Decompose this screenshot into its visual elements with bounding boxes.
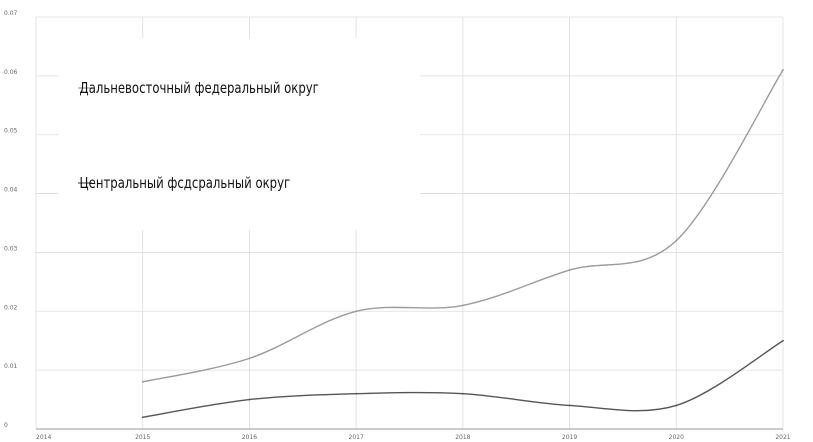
- series-2-point-3: [355, 392, 358, 395]
- legend-background: [58, 38, 420, 230]
- series-2-point-4: [461, 392, 464, 395]
- x-tick-label-2015: 2015: [135, 434, 150, 441]
- y-tick-label-0.02: 0.02: [4, 304, 18, 311]
- series-layer: [141, 69, 784, 419]
- series-1-point-1: [141, 381, 144, 383]
- y-tick-label-0.06: 0.06: [4, 69, 18, 76]
- series-1-point-2: [248, 357, 251, 360]
- y-tick-label-0: 0: [4, 422, 8, 429]
- x-tick-label-2021: 2021: [775, 434, 790, 441]
- x-tick-label-2018: 2018: [455, 434, 470, 441]
- y-tick-label-0.05: 0.05: [4, 128, 18, 135]
- legend-label-1: Дальневосточный федеральный округ: [80, 81, 319, 98]
- series-2-point-1: [141, 416, 144, 419]
- y-tick-label-0.04: 0.04: [4, 187, 18, 194]
- series-2-point-7: [782, 339, 784, 342]
- series-1-point-5: [568, 269, 571, 271]
- y-tick-label-0.03: 0.03: [4, 245, 18, 252]
- series-1-point-6: [675, 239, 678, 242]
- series-1-point-4: [461, 304, 464, 307]
- x-tick-label-2019: 2019: [562, 434, 577, 441]
- x-tick-label-2014: 2014: [36, 434, 51, 441]
- x-tick-label-2020: 2020: [669, 434, 684, 441]
- series-2-point-2: [248, 398, 251, 401]
- series-2-point-5: [568, 404, 571, 407]
- series-1-point-7: [782, 69, 784, 71]
- y-tick-label-0.07: 0.07: [4, 10, 18, 17]
- x-tick-label-2016: 2016: [242, 434, 257, 441]
- y-tick-label-0.01: 0.01: [4, 363, 18, 370]
- axis-layer: 2014 2015 2016 2017 2018 2019 2020 2021 0 0.01 0.0…: [4, 10, 791, 441]
- series-2-point-6: [675, 404, 678, 407]
- legend-label-2: Центральный фсдсральный округ: [80, 176, 291, 193]
- x-tick-label-2017: 2017: [349, 434, 364, 441]
- legend: Дальневосточный федеральный округ Централ…: [58, 38, 420, 230]
- series-1-point-3: [355, 310, 358, 313]
